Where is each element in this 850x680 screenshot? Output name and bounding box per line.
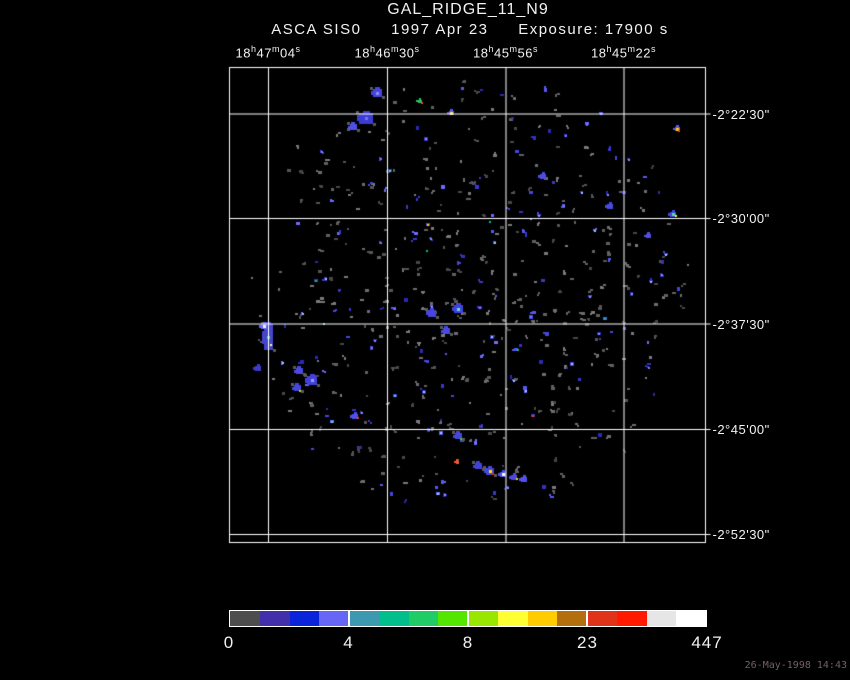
colorbar-tick-label: 4 <box>343 633 354 652</box>
colorbar <box>229 610 707 627</box>
dec-tick-label: -2°37'30" <box>712 316 770 332</box>
colorbar-cell <box>468 611 498 626</box>
colorbar-cell <box>289 611 320 626</box>
colorbar-cell <box>319 611 349 626</box>
colorbar-divider <box>586 611 588 626</box>
colorbar-cell <box>587 611 617 626</box>
dec-tick-label: -2°52'30" <box>712 527 770 542</box>
ra-tick-label: 18h45m56s <box>473 44 538 61</box>
ra-tick-label: 18h47m04s <box>235 44 301 61</box>
ra-tick-label: 18h45m22s <box>591 44 656 61</box>
dec-tick-label: -2°22'30" <box>712 106 770 122</box>
colorbar-cell <box>527 611 558 626</box>
colorbar-cell <box>378 611 409 626</box>
dec-tick-label: -2°45'00" <box>712 422 770 437</box>
colorbar-cell <box>408 611 439 626</box>
colorbar-cell <box>349 611 379 626</box>
colorbar-divider <box>348 611 350 626</box>
colorbar-cell <box>230 611 260 626</box>
ra-tick-label: 18h46m30s <box>354 44 420 61</box>
colorbar-tick-label: 23 <box>577 633 598 652</box>
colorbar-cell <box>557 611 587 626</box>
colorbar-cell <box>646 611 677 626</box>
colorbar-tick-label: 0 <box>223 633 235 652</box>
colorbar-cell <box>676 611 706 626</box>
colorbar-cell <box>616 611 647 626</box>
colorbar-divider <box>467 611 469 626</box>
colorbar-tick-label: 8 <box>462 633 474 652</box>
colorbar-tick-label: 447 <box>691 633 723 652</box>
colorbar-cell <box>259 611 290 626</box>
colorbar-cell <box>438 611 468 626</box>
colorbar-cell <box>497 611 528 626</box>
dec-tick-label: -2°30'00" <box>712 211 770 226</box>
creation-timestamp: 26-May-1998 14:43 <box>744 660 847 671</box>
